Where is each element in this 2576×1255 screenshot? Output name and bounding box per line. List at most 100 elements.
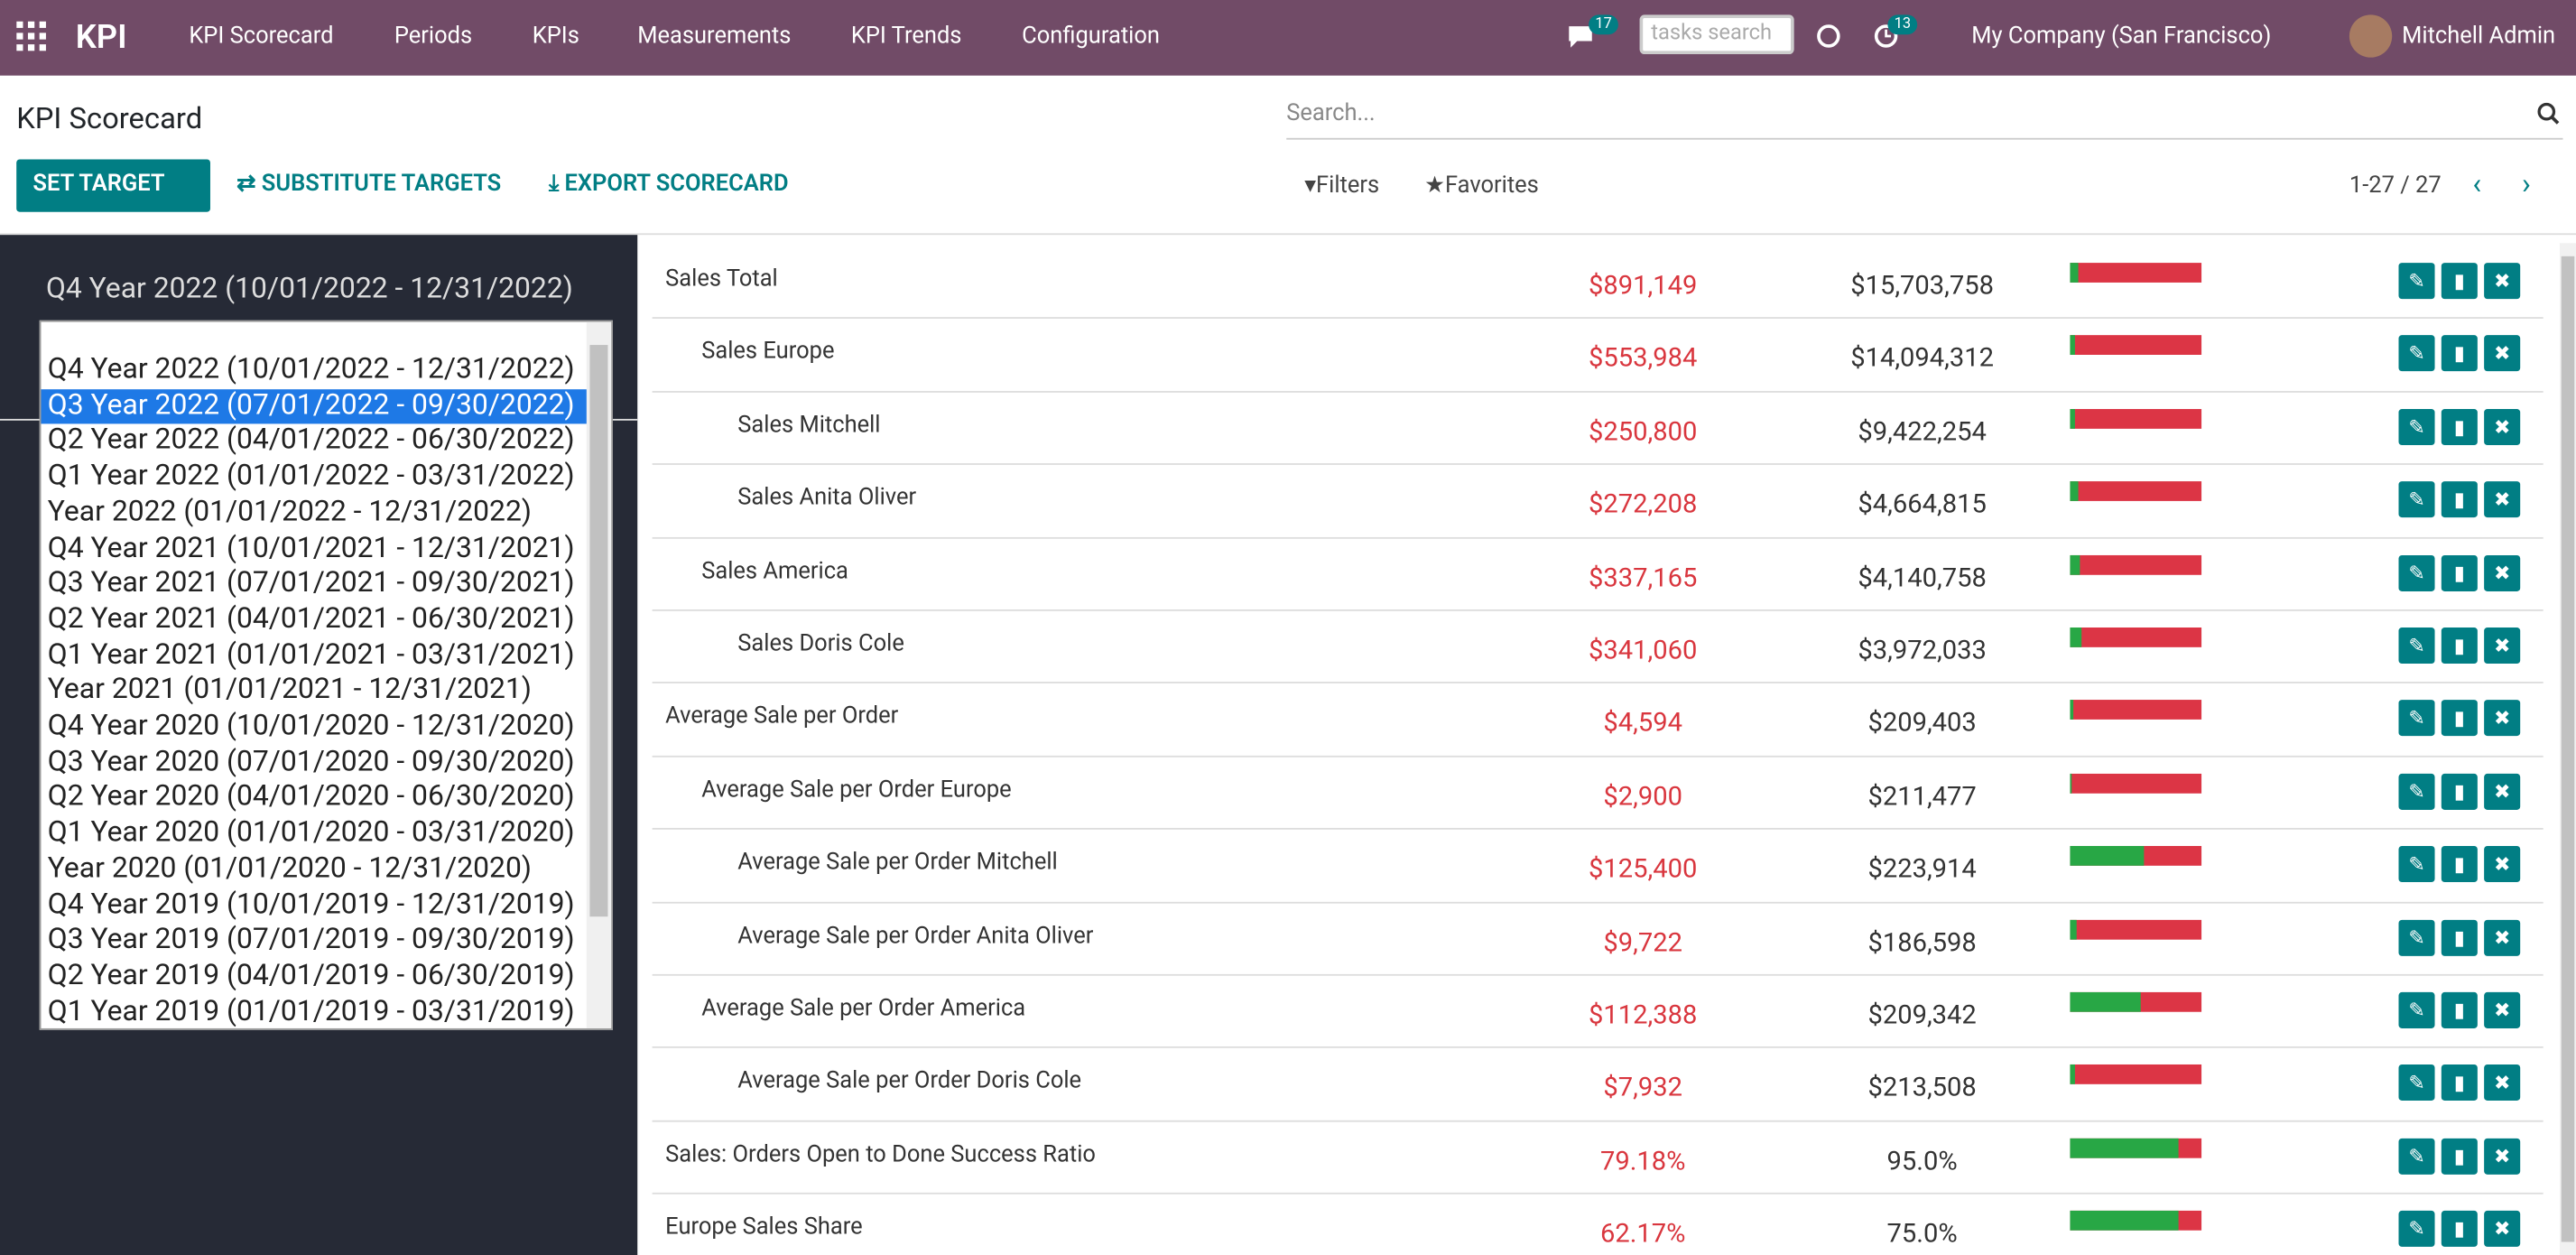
period-option[interactable]: Year 2021 (01/01/2021 - 12/31/2021) bbox=[47, 674, 532, 707]
avatar[interactable] bbox=[2349, 14, 2393, 58]
trend-button[interactable]: ▮ bbox=[2441, 481, 2478, 518]
edit-button[interactable]: ✎ bbox=[2398, 263, 2435, 300]
scrollbar-thumb[interactable] bbox=[589, 345, 608, 917]
pager-prev[interactable]: ‹ bbox=[2472, 167, 2482, 202]
period-option[interactable]: Q2 Year 2019 (04/01/2019 - 06/30/2019) bbox=[47, 959, 575, 992]
menu-item[interactable]: KPI Scorecard bbox=[189, 23, 334, 50]
delete-button[interactable]: ✖ bbox=[2484, 481, 2521, 518]
user[interactable]: Mitchell Admin bbox=[2402, 23, 2556, 50]
delete-button[interactable]: ✖ bbox=[2484, 991, 2521, 1028]
menu-item[interactable]: Configuration bbox=[1022, 23, 1160, 50]
trend-button[interactable]: ▮ bbox=[2441, 700, 2478, 737]
scrollbar[interactable] bbox=[586, 321, 612, 1028]
delete-button[interactable]: ✖ bbox=[2484, 628, 2521, 665]
trend-button[interactable]: ▮ bbox=[2441, 335, 2478, 372]
kpi-name[interactable]: Sales America bbox=[701, 557, 848, 584]
trend-button[interactable]: ▮ bbox=[2441, 554, 2478, 591]
delete-button[interactable]: ✖ bbox=[2484, 700, 2521, 737]
menu-item[interactable]: KPIs bbox=[532, 23, 579, 50]
period-option[interactable]: Year 2020 (01/01/2020 - 12/31/2020) bbox=[47, 851, 532, 886]
edit-button[interactable]: ✎ bbox=[2398, 628, 2435, 665]
trend-button[interactable]: ▮ bbox=[2441, 773, 2478, 810]
tasks-search[interactable]: tasks search bbox=[1639, 14, 1794, 55]
delete-button[interactable]: ✖ bbox=[2484, 1064, 2521, 1102]
edit-button[interactable]: ✎ bbox=[2398, 1138, 2435, 1175]
kpi-name[interactable]: Europe Sales Share bbox=[665, 1213, 863, 1241]
edit-button[interactable]: ✎ bbox=[2398, 1064, 2435, 1102]
menu-item[interactable]: KPI Trends bbox=[850, 23, 962, 50]
period-option[interactable]: Q4 Year 2019 (10/01/2019 - 12/31/2019) bbox=[47, 888, 575, 921]
trend-button[interactable]: ▮ bbox=[2441, 408, 2478, 445]
edit-button[interactable]: ✎ bbox=[2398, 846, 2435, 883]
delete-button[interactable]: ✖ bbox=[2484, 773, 2521, 810]
delete-button[interactable]: ✖ bbox=[2484, 408, 2521, 445]
edit-button[interactable]: ✎ bbox=[2398, 773, 2435, 810]
company[interactable]: My Company (San Francisco) bbox=[1971, 23, 2272, 50]
kpi-name[interactable]: Sales Europe bbox=[701, 339, 835, 366]
trend-button[interactable]: ▮ bbox=[2441, 1064, 2478, 1102]
kpi-name[interactable]: Average Sale per Order Anita Oliver bbox=[737, 922, 1094, 949]
period-option[interactable]: Q2 Year 2021 (04/01/2021 - 06/30/2021) bbox=[47, 602, 575, 636]
trend-button[interactable]: ▮ bbox=[2441, 1211, 2478, 1248]
kpi-name[interactable]: Sales Total bbox=[665, 265, 778, 293]
filters-button[interactable]: ▾Filters bbox=[1304, 172, 1380, 200]
period-option[interactable]: Q1 Year 2021 (01/01/2021 - 03/31/2021) bbox=[47, 638, 575, 672]
period-option[interactable]: Q4 Year 2022 (10/01/2022 - 12/31/2022) bbox=[47, 353, 575, 386]
edit-button[interactable]: ✎ bbox=[2398, 335, 2435, 372]
substitute-targets-button[interactable]: ⇄ SUBSTITUTE TARGETS bbox=[236, 171, 502, 198]
brand[interactable]: KPI bbox=[75, 16, 127, 56]
delete-button[interactable]: ✖ bbox=[2484, 1138, 2521, 1175]
edit-button[interactable]: ✎ bbox=[2398, 1211, 2435, 1248]
edit-button[interactable]: ✎ bbox=[2398, 481, 2435, 518]
period-option[interactable]: Q1 Year 2019 (01/01/2019 - 03/31/2019) bbox=[47, 994, 575, 1028]
menu-item[interactable]: Periods bbox=[394, 23, 473, 50]
menu-item[interactable]: Measurements bbox=[637, 23, 792, 50]
period-option[interactable]: Q1 Year 2020 (01/01/2020 - 03/31/2020) bbox=[47, 816, 575, 850]
edit-button[interactable]: ✎ bbox=[2398, 408, 2435, 445]
trend-button[interactable]: ▮ bbox=[2441, 263, 2478, 300]
period-option[interactable]: Q1 Year 2022 (01/01/2022 - 03/31/2022) bbox=[47, 460, 575, 493]
set-target-button[interactable]: SET TARGET bbox=[16, 159, 210, 212]
period-option[interactable]: Q2 Year 2020 (04/01/2020 - 06/30/2020) bbox=[47, 780, 575, 814]
trend-button[interactable]: ▮ bbox=[2441, 991, 2478, 1028]
activity-icon[interactable] bbox=[1871, 23, 1901, 52]
edit-button[interactable]: ✎ bbox=[2398, 700, 2435, 737]
period-option[interactable]: Q4 Year 2020 (10/01/2020 - 12/31/2020) bbox=[47, 709, 575, 743]
delete-button[interactable]: ✖ bbox=[2484, 919, 2521, 956]
delete-button[interactable]: ✖ bbox=[2484, 335, 2521, 372]
delete-button[interactable]: ✖ bbox=[2484, 554, 2521, 591]
period-option[interactable]: Q3 Year 2019 (07/01/2019 - 09/30/2019) bbox=[47, 923, 575, 957]
period-option[interactable]: Q3 Year 2020 (07/01/2020 - 09/30/2020) bbox=[47, 745, 575, 778]
messages-icon[interactable] bbox=[1566, 23, 1596, 49]
edit-button[interactable]: ✎ bbox=[2398, 554, 2435, 591]
trend-button[interactable]: ▮ bbox=[2441, 1138, 2478, 1175]
apps-icon[interactable] bbox=[16, 21, 46, 51]
period-option[interactable]: Q3 Year 2022 (07/01/2022 - 09/30/2022) bbox=[41, 388, 587, 425]
period-option[interactable]: Q3 Year 2021 (07/01/2021 - 09/30/2021) bbox=[47, 567, 575, 600]
search-input[interactable]: Search... bbox=[1286, 96, 2563, 140]
kpi-name[interactable]: Average Sale per Order America bbox=[701, 995, 1026, 1022]
page-scrollbar-thumb[interactable] bbox=[2561, 256, 2575, 1242]
favorites-button[interactable]: ★Favorites bbox=[1424, 172, 1539, 200]
edit-button[interactable]: ✎ bbox=[2398, 919, 2435, 956]
period-option[interactable]: Year 2022 (01/01/2022 - 12/31/2022) bbox=[47, 496, 532, 529]
refresh-icon[interactable] bbox=[1814, 23, 1844, 52]
period-select[interactable]: Q4 Year 2022 (10/01/2022 - 12/31/2022) bbox=[39, 263, 615, 316]
kpi-name[interactable]: Average Sale per Order Doris Cole bbox=[737, 1068, 1082, 1095]
delete-button[interactable]: ✖ bbox=[2484, 846, 2521, 883]
delete-button[interactable]: ✖ bbox=[2484, 1211, 2521, 1248]
kpi-name[interactable]: Average Sale per Order bbox=[665, 703, 899, 730]
edit-button[interactable]: ✎ bbox=[2398, 991, 2435, 1028]
trend-button[interactable]: ▮ bbox=[2441, 628, 2478, 665]
kpi-name[interactable]: Sales Mitchell bbox=[737, 412, 881, 439]
period-option[interactable]: Q4 Year 2021 (10/01/2021 - 12/31/2021) bbox=[47, 531, 575, 564]
kpi-name[interactable]: Average Sale per Order Mitchell bbox=[737, 849, 1058, 877]
pager-next[interactable]: › bbox=[2522, 167, 2531, 202]
kpi-name[interactable]: Sales Anita Oliver bbox=[737, 485, 917, 512]
search-icon[interactable] bbox=[2536, 102, 2560, 125]
period-option[interactable]: Q2 Year 2022 (04/01/2022 - 06/30/2022) bbox=[47, 424, 575, 458]
trend-button[interactable]: ▮ bbox=[2441, 846, 2478, 883]
kpi-name[interactable]: Sales Doris Cole bbox=[737, 630, 904, 657]
trend-button[interactable]: ▮ bbox=[2441, 919, 2478, 956]
kpi-name[interactable]: Sales: Orders Open to Done Success Ratio bbox=[665, 1141, 1096, 1168]
